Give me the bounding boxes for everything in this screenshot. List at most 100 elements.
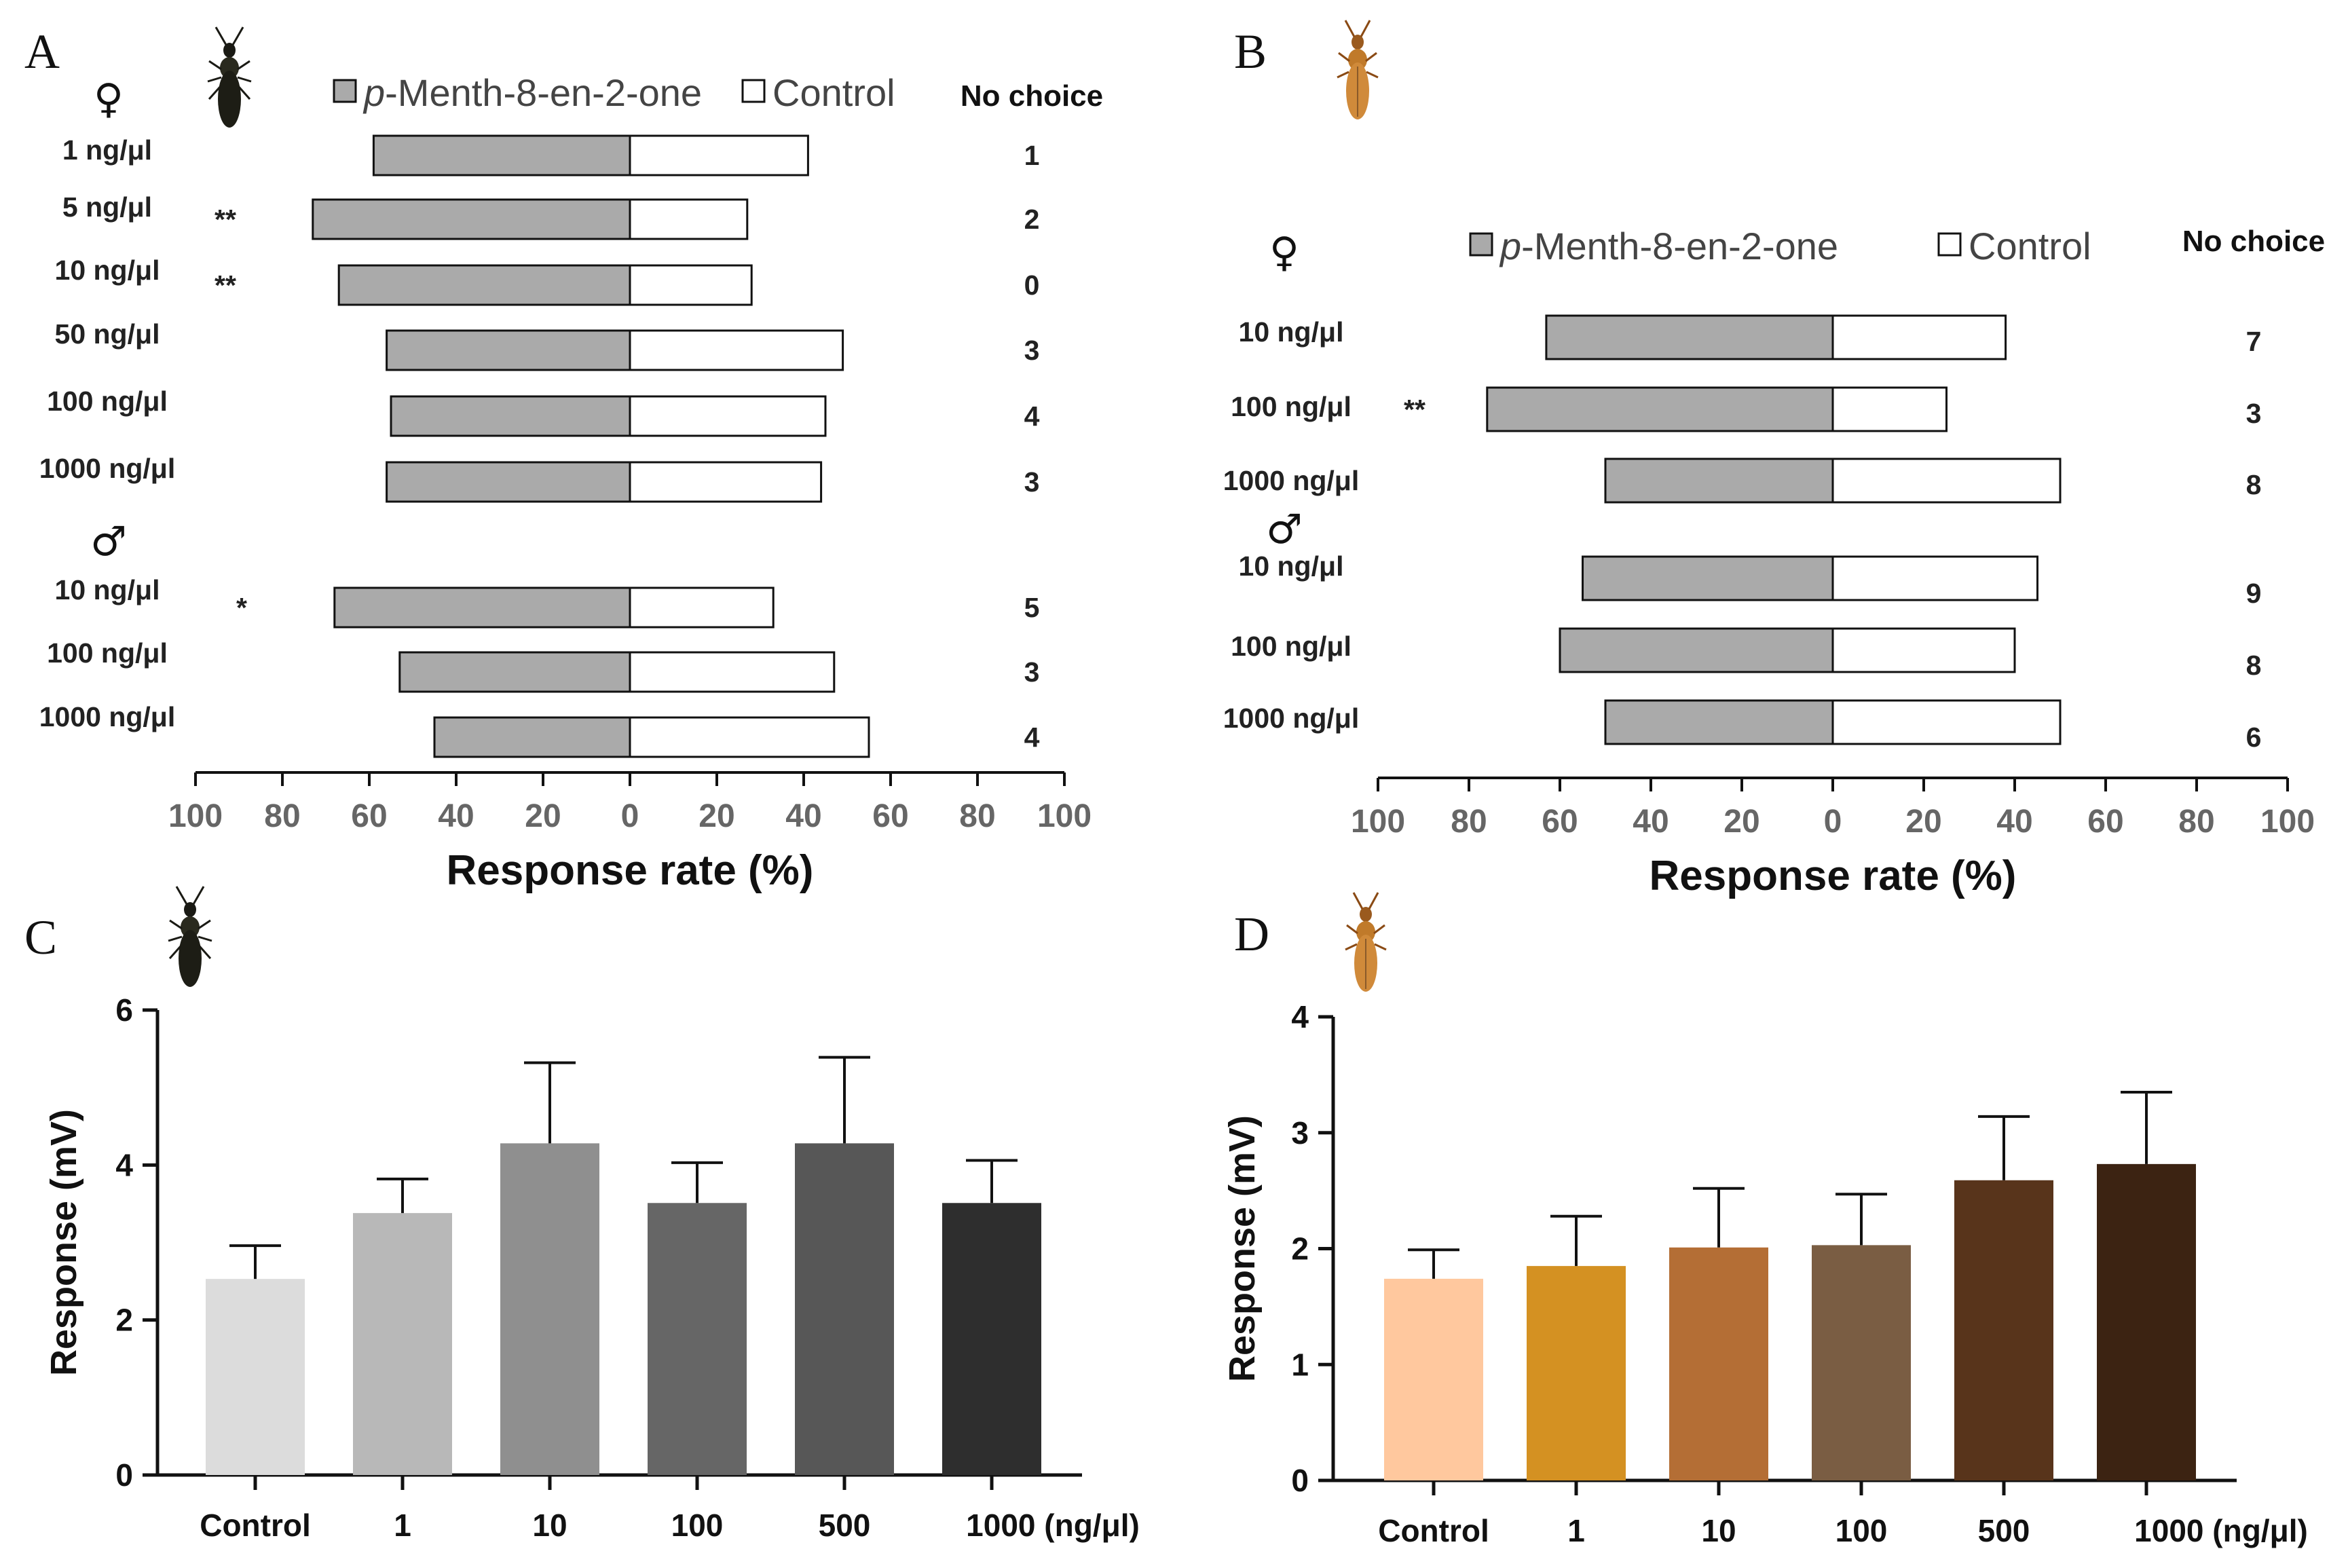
y-tick-label: 6 <box>115 992 133 1028</box>
legend-treatment-label: p-Menth-8-en-2-one <box>1499 225 1838 267</box>
x-tick-label: 100 <box>168 798 223 834</box>
no-choice-header: No choice <box>961 79 1103 113</box>
panel-a-choice-chart: p-Menth-8-en-2-one Control No choice ♀ 1 ng/… <box>39 71 1103 894</box>
control-bar <box>629 716 870 758</box>
legend-swatch-control <box>741 79 766 103</box>
control-bar <box>1831 627 2016 673</box>
x-category-label: 1000 (ng/μl) <box>2134 1513 2308 1548</box>
significance-marker: * <box>236 592 247 623</box>
concentration-label: 100 ng/μl <box>47 386 168 417</box>
no-choice-value: 7 <box>2246 326 2262 357</box>
legend-swatch-treatment <box>1469 232 1493 257</box>
treatment-bar <box>333 586 631 629</box>
panel-b-choice-chart: p-Menth-8-en-2-one Control No choice ♀ 10 ng… <box>1223 225 2325 899</box>
female-symbol: ♀ <box>1269 229 1299 276</box>
x-tick-label: 60 <box>351 798 387 834</box>
response-bar <box>1384 1278 1483 1480</box>
x-tick-label: 60 <box>2087 804 2123 840</box>
control-bar <box>629 651 836 693</box>
response-bar <box>1812 1245 1911 1480</box>
no-choice-value: 8 <box>2246 650 2262 681</box>
x-category-label: 10 <box>532 1508 567 1543</box>
significance-marker: ** <box>1404 394 1425 425</box>
x-category-label: 500 <box>819 1508 871 1543</box>
concentration-label: 10 ng/μl <box>1239 550 1344 582</box>
no-choice-value: 0 <box>1024 269 1040 301</box>
response-bar <box>1527 1266 1626 1480</box>
response-bar <box>1954 1180 2053 1480</box>
y-tick-label: 4 <box>115 1147 133 1182</box>
concentration-label: 50 ng/μl <box>55 318 160 350</box>
treatment-bar <box>337 264 631 306</box>
y-tick-label: 2 <box>1291 1231 1309 1267</box>
x-category-label: 1000 (ng/μl) <box>966 1508 1140 1543</box>
x-category-label: Control <box>1378 1513 1489 1548</box>
treatment-bar <box>433 716 631 758</box>
x-tick-label: 40 <box>438 798 474 834</box>
x-tick-label: 80 <box>2178 804 2214 840</box>
x-tick-label: 20 <box>698 798 734 834</box>
treatment-bar <box>398 651 631 693</box>
panel-c-response-chart: 0 2 4 6 Response (mV) Control 1 10 100 500 1000 (n… <box>43 992 1140 1543</box>
y-tick-label: 1 <box>1291 1347 1309 1382</box>
panel-d-response-chart: 0 1 2 3 4 Response (mV) Control 1 10 100 500 1000 (… <box>1222 999 2308 1548</box>
treatment-bar <box>390 395 631 437</box>
treatment-bar <box>1582 555 1834 601</box>
no-choice-value: 4 <box>1024 400 1040 432</box>
beetle-orange-icon <box>1344 891 1387 993</box>
control-bar <box>1831 314 2007 360</box>
control-bar <box>629 395 827 437</box>
beetle-dark-icon <box>167 885 213 988</box>
control-bar <box>629 461 823 503</box>
concentration-label: 1 ng/μl <box>62 134 152 166</box>
concentration-label: 1000 ng/μl <box>39 453 176 484</box>
treatment-bar <box>372 134 631 176</box>
response-bar <box>1669 1247 1768 1480</box>
concentration-label: 1000 ng/μl <box>1223 703 1360 734</box>
y-tick-label: 0 <box>1291 1463 1309 1498</box>
panel-letter-b: B <box>1234 24 1267 79</box>
no-choice-value: 6 <box>2246 722 2262 753</box>
x-category-label: 1 <box>1567 1513 1585 1548</box>
x-tick-label: 100 <box>1037 798 1092 834</box>
x-tick-label: 0 <box>1824 804 1842 840</box>
female-symbol: ♀ <box>94 75 124 123</box>
x-category-label: 10 <box>1701 1513 1736 1548</box>
x-category-label: 500 <box>1978 1513 2030 1548</box>
treatment-bar <box>312 198 631 240</box>
x-tick-label: 40 <box>1996 804 2032 840</box>
y-tick-label: 4 <box>1291 999 1309 1034</box>
treatment-bar <box>386 329 631 371</box>
y-tick-label: 0 <box>115 1457 133 1493</box>
response-bar <box>942 1203 1041 1475</box>
control-bar <box>629 264 753 306</box>
x-tick-label: 20 <box>1723 804 1759 840</box>
no-choice-value: 3 <box>2246 398 2262 429</box>
panel-letter-a: A <box>24 24 60 79</box>
response-bar <box>353 1213 452 1475</box>
y-tick-label: 3 <box>1291 1115 1309 1151</box>
concentration-label: 10 ng/μl <box>55 574 160 605</box>
panel-letter-d: D <box>1234 907 1269 961</box>
y-axis-title: Response (mV) <box>43 1109 84 1376</box>
control-bar <box>1831 555 2038 601</box>
treatment-bar <box>1559 627 1834 673</box>
x-tick-label: 40 <box>785 798 821 834</box>
control-bar <box>629 198 749 240</box>
beetle-dark-icon <box>206 26 253 129</box>
concentration-label: 100 ng/μl <box>1231 391 1352 422</box>
x-tick-label: 60 <box>1542 804 1578 840</box>
x-tick-label: 20 <box>1905 804 1941 840</box>
no-choice-value: 1 <box>1024 140 1040 171</box>
x-tick-label: 100 <box>1351 804 1405 840</box>
treatment-bar <box>1604 458 1834 504</box>
concentration-label: 10 ng/μl <box>1239 316 1344 348</box>
x-tick-label: 80 <box>959 798 995 834</box>
x-tick-label: 40 <box>1633 804 1669 840</box>
legend-control-label: Control <box>772 71 895 114</box>
x-tick-label: 80 <box>1451 804 1487 840</box>
significance-marker: ** <box>215 204 236 235</box>
concentration-label: 5 ng/μl <box>62 191 152 223</box>
x-tick-label: 100 <box>2260 804 2315 840</box>
